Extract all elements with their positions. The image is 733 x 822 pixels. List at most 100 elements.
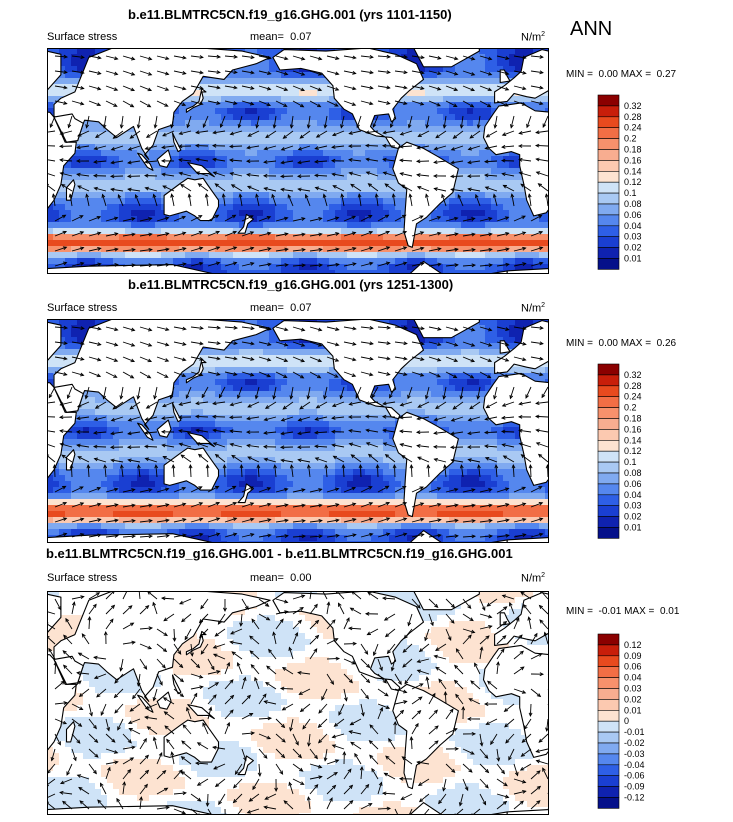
wind-vector xyxy=(451,431,464,435)
wind-arrowhead xyxy=(386,341,391,346)
wind-vector xyxy=(275,733,286,743)
wind-vector xyxy=(258,326,271,330)
wind-arrowhead xyxy=(382,428,387,433)
wind-arrowhead xyxy=(518,401,523,406)
wind-arrowhead xyxy=(403,689,408,694)
wind-vector xyxy=(326,341,339,346)
wind-arrowhead xyxy=(93,146,98,151)
wind-vector xyxy=(63,665,73,675)
wind-vector xyxy=(241,55,254,59)
wind-arrowhead xyxy=(326,601,331,606)
wind-arrowhead xyxy=(382,442,388,447)
wind-arrowhead xyxy=(205,463,210,469)
season-label: ANN xyxy=(570,18,613,40)
wind-vector xyxy=(220,115,226,128)
wind-vector xyxy=(292,763,303,772)
wind-arrowhead xyxy=(196,782,202,786)
wind-vector xyxy=(410,736,413,750)
wind-vector xyxy=(54,341,67,344)
wind-vector xyxy=(385,755,396,765)
wind-arrowhead xyxy=(508,601,513,607)
wind-vector xyxy=(451,145,464,151)
wind-arrowhead xyxy=(306,796,311,801)
wind-arrowhead xyxy=(216,372,221,376)
wind-vector xyxy=(51,748,56,761)
wind-vector xyxy=(224,709,234,720)
wind-vector xyxy=(460,465,464,478)
wind-vector xyxy=(241,713,253,720)
land-greenland xyxy=(413,319,480,339)
wind-arrowhead xyxy=(148,247,153,252)
wind-arrowhead xyxy=(505,232,510,236)
wind-arrowhead xyxy=(112,134,117,139)
wind-arrowhead xyxy=(114,487,119,492)
colorbar-label: 0.04 xyxy=(624,221,642,231)
wind-arrowhead xyxy=(229,442,234,447)
wind-arrowhead xyxy=(63,70,68,75)
wind-vector xyxy=(326,356,339,362)
colorbar-box xyxy=(597,472,620,485)
wind-vector xyxy=(484,431,498,434)
wind-arrowhead xyxy=(420,341,425,346)
wind-arrowhead xyxy=(402,648,407,653)
wind-arrowhead xyxy=(284,56,289,61)
wind-vector xyxy=(190,502,203,508)
wind-arrowhead xyxy=(246,443,251,448)
wind-vector xyxy=(530,55,543,58)
wind-arrowhead xyxy=(389,394,393,399)
wind-arrowhead xyxy=(59,442,64,447)
wind-arrowhead xyxy=(198,619,204,624)
wind-arrowhead xyxy=(538,604,543,609)
wind-vector xyxy=(249,650,260,660)
wind-arrowhead xyxy=(539,341,544,346)
wind-arrowhead xyxy=(453,679,459,684)
wind-vector xyxy=(392,194,396,207)
wind-arrowhead xyxy=(313,430,319,435)
wind-vector xyxy=(224,262,237,267)
wind-vector xyxy=(445,85,458,91)
wind-vector xyxy=(54,100,67,105)
panel-2-variable: Surface stress xyxy=(47,302,118,314)
wind-arrowhead xyxy=(77,680,82,685)
wind-vector xyxy=(400,430,413,433)
wind-arrowhead xyxy=(148,56,153,61)
wind-arrowhead xyxy=(212,644,218,649)
wind-arrowhead xyxy=(79,502,85,506)
wind-arrowhead xyxy=(386,532,391,537)
wind-vector xyxy=(130,703,141,712)
wind-arrowhead xyxy=(454,327,459,332)
wind-vector xyxy=(54,214,66,222)
wind-vector xyxy=(241,262,254,267)
wind-vector xyxy=(105,85,118,91)
wind-vector xyxy=(173,263,186,267)
wind-arrowhead xyxy=(433,187,438,191)
wind-vector xyxy=(530,518,543,523)
wind-arrowhead xyxy=(228,144,234,149)
wind-vector xyxy=(479,793,487,805)
wind-vector xyxy=(139,70,152,76)
wind-arrowhead xyxy=(117,193,122,199)
wind-vector xyxy=(528,617,532,630)
wind-arrowhead xyxy=(348,157,353,162)
map-frame xyxy=(47,319,549,543)
wind-arrowhead xyxy=(80,55,85,60)
land-nz xyxy=(237,213,254,234)
wind-arrowhead xyxy=(365,442,371,446)
wind-arrowhead xyxy=(430,621,434,627)
wind-arrowhead xyxy=(349,607,355,612)
wind-vector xyxy=(230,641,243,645)
wind-vector xyxy=(281,431,294,435)
wind-arrowhead xyxy=(212,157,217,162)
wind-arrowhead xyxy=(250,326,255,331)
panel-3-units: N/m2 xyxy=(521,572,546,585)
wind-arrowhead xyxy=(420,86,425,90)
wind-arrowhead xyxy=(314,457,320,461)
wind-arrowhead xyxy=(425,193,429,198)
wind-arrowhead xyxy=(297,160,302,165)
wind-vector xyxy=(224,486,236,493)
wind-vector xyxy=(213,653,226,660)
wind-vector xyxy=(105,233,118,237)
wind-arrowhead xyxy=(229,640,234,645)
wind-arrowhead xyxy=(198,674,204,679)
wind-arrowhead xyxy=(146,103,152,108)
